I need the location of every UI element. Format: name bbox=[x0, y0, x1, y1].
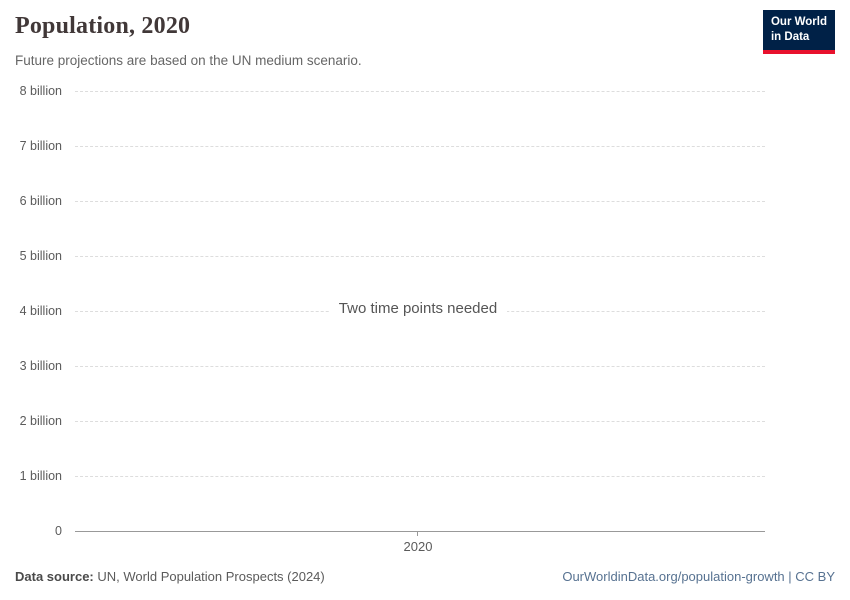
horizontal-gridline bbox=[75, 200, 765, 202]
data-source-label: Data source: bbox=[15, 569, 94, 584]
horizontal-gridline bbox=[75, 365, 765, 367]
chart-subtitle: Future projections are based on the UN m… bbox=[15, 53, 362, 68]
owid-logo-line1: Our World bbox=[770, 16, 827, 28]
horizontal-gridline bbox=[75, 420, 765, 422]
y-axis-tick-label: 4 billion bbox=[19, 304, 62, 318]
y-axis-tick-label: 2 billion bbox=[19, 414, 62, 428]
owid-logo-line2: in Data bbox=[770, 30, 810, 43]
horizontal-gridline bbox=[75, 255, 765, 257]
chart-empty-message: Two time points needed bbox=[70, 300, 766, 317]
data-source-text: UN, World Population Prospects (2024) bbox=[97, 569, 325, 584]
y-axis-tick-label: 1 billion bbox=[19, 469, 62, 483]
data-source-note: Data source: UN, World Population Prospe… bbox=[15, 569, 325, 584]
y-axis-tick-label: 3 billion bbox=[19, 359, 62, 373]
x-axis-line bbox=[75, 530, 765, 532]
owid-logo[interactable]: Our World in Data bbox=[762, 10, 835, 54]
grid-row-8b: 8 billion bbox=[15, 82, 765, 100]
y-axis-tick-label: 0 bbox=[55, 524, 62, 538]
x-axis-tick-label: 2020 bbox=[403, 539, 433, 554]
y-axis-tick-label: 5 billion bbox=[19, 249, 62, 263]
grid-row-0: 0 bbox=[15, 522, 765, 540]
grid-row-2b: 2 billion bbox=[15, 412, 765, 430]
grid-row-3b: 3 billion bbox=[15, 357, 765, 375]
grid-row-1b: 1 billion bbox=[15, 467, 765, 485]
grid-row-5b: 5 billion bbox=[15, 247, 765, 265]
x-axis-tick-mark bbox=[417, 531, 418, 536]
footer-link[interactable]: OurWorldinData.org/population-growth | C… bbox=[562, 569, 835, 584]
y-axis-tick-label: 7 billion bbox=[19, 139, 62, 153]
chart-empty-message-text: Two time points needed bbox=[328, 300, 508, 317]
page-title: Population, 2020 bbox=[15, 13, 191, 39]
grid-row-7b: 7 billion bbox=[15, 137, 765, 155]
grid-row-6b: 6 billion bbox=[15, 192, 765, 210]
horizontal-gridline bbox=[75, 145, 765, 147]
horizontal-gridline bbox=[75, 90, 765, 92]
horizontal-gridline bbox=[75, 475, 765, 477]
y-axis-tick-label: 6 billion bbox=[19, 194, 62, 208]
y-axis-tick-label: 8 billion bbox=[19, 84, 62, 98]
